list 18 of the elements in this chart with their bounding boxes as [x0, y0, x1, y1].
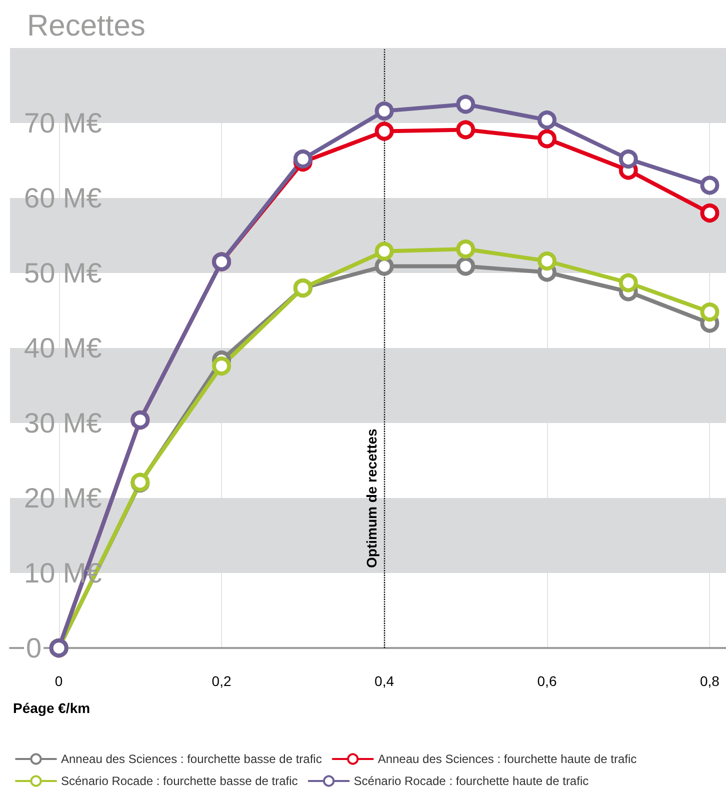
y-tick-label: 0: [26, 632, 42, 664]
y-tick-label: 30 M€: [24, 408, 102, 438]
legend-label: Scénario Rocade : fourchette haute de trafic: [354, 774, 589, 788]
x-tick-label: 0,8: [700, 673, 720, 689]
y-tick-label: 70 M€: [24, 108, 102, 138]
legend-label: Anneau des Sciences : fourchette basse de trafic: [61, 752, 322, 766]
y-tick-label: 60 M€: [24, 182, 102, 214]
x-tick-label: 0,4: [374, 673, 394, 689]
legend-label: Anneau des Sciences : fourchette haute de trafic: [378, 752, 637, 766]
x-tick-label: 0,6: [537, 673, 557, 689]
y-tick-label: 40 M€: [24, 332, 102, 364]
legend-label: Scénario Rocade : fourchette basse de trafic: [61, 774, 298, 788]
x-tick-label: 0,2: [212, 673, 232, 689]
chart-title: Recettes: [27, 10, 146, 42]
y-tick-label: 50 M€: [24, 258, 102, 288]
x-axis-title: Péage €/km: [13, 700, 90, 716]
y-tick-label: 20 M€: [24, 482, 102, 514]
ref-line-label: Optimum de recettes: [363, 428, 380, 568]
